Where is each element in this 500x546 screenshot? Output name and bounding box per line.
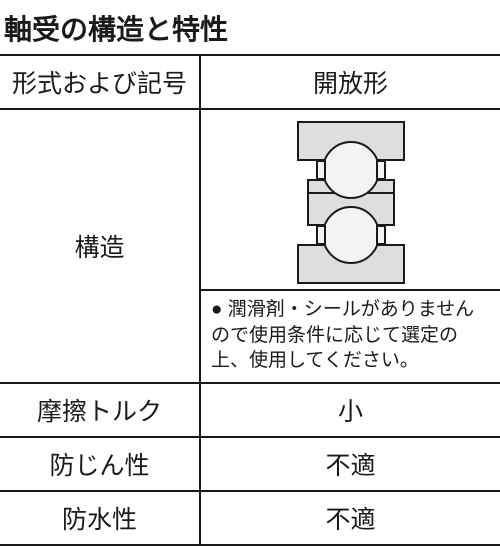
header-open-type: 開放形 bbox=[200, 55, 500, 109]
row-label-structure: 構造 bbox=[0, 109, 200, 383]
row-value-waterproof: 不適 bbox=[200, 491, 500, 545]
row-value-friction: 小 bbox=[200, 383, 500, 437]
table-row: 摩擦トルク 小 bbox=[0, 383, 500, 437]
row-value-dustproof: 不適 bbox=[200, 437, 500, 491]
bearing-diagram-cell bbox=[200, 109, 500, 290]
page-title: 軸受の構造と特性 bbox=[0, 0, 500, 54]
row-label-friction: 摩擦トルク bbox=[0, 383, 200, 437]
bearing-cross-section-diagram bbox=[286, 120, 416, 285]
table-row: 防水性 不適 bbox=[0, 491, 500, 545]
header-type-symbol: 形式および記号 bbox=[0, 55, 200, 109]
row-label-dustproof: 防じん性 bbox=[0, 437, 200, 491]
bearing-spec-table: 形式および記号 開放形 構造 ● 潤滑剤・シールがありませんので使用条件に応じて… bbox=[0, 54, 500, 546]
table-row: 防じん性 不適 bbox=[0, 437, 500, 491]
structure-note: ● 潤滑剤・シールがありませんので使用条件に応じて選定の上、使用してください。 bbox=[200, 290, 500, 383]
row-label-waterproof: 防水性 bbox=[0, 491, 200, 545]
